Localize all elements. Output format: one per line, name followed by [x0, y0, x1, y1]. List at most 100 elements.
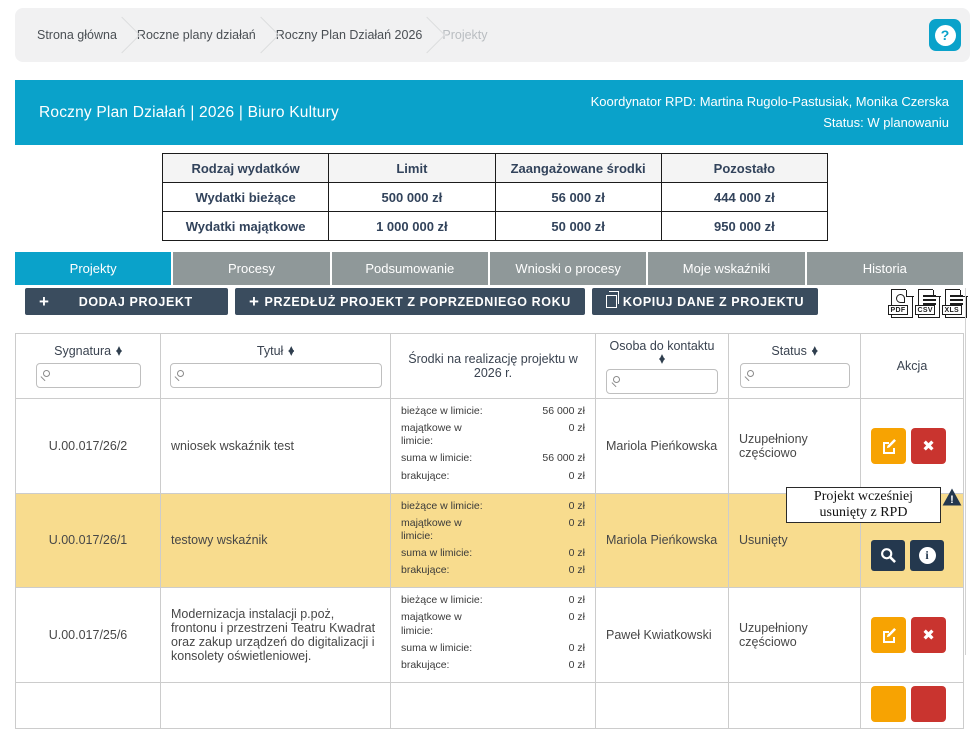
funds-value: 0 zł — [568, 611, 585, 624]
col-label-tytul: Tytuł — [256, 344, 284, 358]
info-button[interactable]: i — [910, 539, 944, 571]
cell-akcja: ✖ — [860, 587, 964, 683]
funds-value: 0 zł — [568, 547, 585, 559]
page-title: Roczny Plan Działań | 2026 | Biuro Kultu… — [39, 103, 339, 121]
plus-icon: + — [39, 292, 50, 311]
export-icons: PDF CSV XLS — [888, 288, 968, 318]
filter-osoba-input[interactable] — [606, 368, 718, 394]
col-header-status: Status ▲ ▼ — [728, 333, 861, 399]
plan-meta: Koordynator RPD: Martina Rugolo-Pastusia… — [591, 92, 949, 134]
col-header-sygnatura: Sygnatura ▲ ▼ — [15, 333, 161, 399]
export-csv-label: CSV — [915, 305, 936, 315]
delete-project-button[interactable]: ✖ — [911, 427, 946, 464]
col-label-akcja: Akcja — [896, 359, 928, 373]
export-xls-icon[interactable]: XLS — [942, 288, 968, 318]
table-lines-icon — [923, 295, 936, 306]
sort-icon[interactable]: ▲ ▼ — [659, 351, 665, 365]
filter-sygnatura-input[interactable] — [35, 363, 141, 388]
cell-akcja: ✖ — [860, 398, 964, 494]
cell-status: Uzupełniony częściowo — [728, 587, 861, 683]
funds-label: suma w limicie: — [401, 547, 473, 559]
coordinator-text: Koordynator RPD: Martina Rugolo-Pastusia… — [590, 93, 949, 109]
cell-tytul: Modernizacja instalacji p.poż, frontonu … — [160, 587, 391, 683]
summary-col-type: Rodzaj wydatków — [161, 153, 330, 183]
delete-project-button[interactable]: ✖ — [911, 617, 946, 654]
magnifier-icon — [880, 548, 896, 563]
tab-procesy[interactable]: Procesy — [173, 252, 330, 285]
tab-wnioski-o-procesy[interactable]: Wnioski o procesy — [489, 252, 647, 285]
breadcrumb-item-plan-2026[interactable]: Roczny Plan Działań 2026 — [275, 28, 423, 42]
help-button[interactable]: ? — [929, 19, 961, 51]
summary-cell: 1 000 000 zł — [328, 211, 496, 241]
sort-tytul[interactable]: Tytuł ▲ ▼ — [257, 344, 294, 358]
export-pdf-icon[interactable]: PDF — [888, 288, 914, 318]
project-row-2-deleted: U.00.017/26/1 testowy wskaźnik bieżące w… — [15, 492, 964, 589]
x-icon: ✖ — [922, 626, 935, 645]
extend-project-button[interactable]: + PRZEDŁUŻ PROJEKT Z POPRZEDNIEGO ROKU — [235, 288, 585, 315]
export-pdf-label: PDF — [888, 305, 908, 315]
pencil-square-icon — [882, 438, 896, 454]
warning-triangle-icon: ! — [942, 488, 962, 511]
sort-icon: ▲ ▼ — [116, 343, 122, 357]
funds-value: 0 zł — [568, 469, 585, 482]
cell-osoba: Mariola Pieńkowska — [595, 492, 729, 589]
col-label-osoba: Osoba do kontaktu — [609, 338, 715, 353]
sort-icon: ▲ ▼ — [288, 343, 295, 357]
funds-value: 0 zł — [568, 422, 585, 435]
edit-project-button[interactable] — [871, 617, 906, 654]
funds-label: majątkowe w limicie: — [401, 422, 462, 448]
cell-sygnatura — [15, 681, 161, 729]
projects-table-header-row: Sygnatura ▲ ▼ Tytuł ▲ ▼ — [15, 333, 964, 399]
funds-value: 0 zł — [568, 658, 585, 671]
sort-sygnatura[interactable]: Sygnatura ▲ ▼ — [54, 344, 122, 358]
cell-tytul — [160, 681, 391, 729]
copy-project-data-button[interactable]: KOPIUJ DANE Z PROJEKTU — [591, 288, 819, 315]
plus-icon: + — [249, 292, 260, 311]
view-project-button[interactable] — [871, 539, 905, 571]
cell-osoba: Mariola Pieńkowska — [595, 398, 729, 494]
project-row-3: U.00.017/25/6 Modernizacja instalacji p.… — [15, 587, 964, 683]
filter-tytul-input[interactable] — [169, 363, 382, 388]
funds-label: bieżące w limicie: — [401, 594, 483, 607]
cell-osoba: Paweł Kwiatkowski — [595, 587, 729, 683]
breadcrumb-item-home[interactable]: Strona główna — [37, 28, 117, 42]
tab-podsumowanie[interactable]: Podsumowanie — [331, 252, 488, 285]
funds-label: majątkowe w limicie: — [401, 516, 462, 542]
funds-value: 0 zł — [568, 641, 585, 654]
plan-header: Roczny Plan Działań | 2026 | Biuro Kultu… — [15, 80, 963, 145]
toolbar: + DODAJ PROJEKT + PRZEDŁUŻ PROJEKT Z POP… — [25, 288, 819, 315]
plan-status-text: Status: W planowaniu — [823, 114, 949, 130]
page-fold-icon — [959, 288, 968, 297]
summary-col-engaged: Zaangażowane środki — [494, 153, 662, 183]
sort-status[interactable]: Status ▲ ▼ — [771, 344, 817, 358]
export-csv-icon[interactable]: CSV — [915, 288, 941, 318]
tab-historia[interactable]: Historia — [806, 252, 963, 285]
delete-project-button[interactable] — [911, 685, 946, 722]
summary-cell: 50 000 zł — [494, 211, 662, 241]
funds-label: brakujące: — [401, 564, 450, 577]
pdf-curl-icon — [896, 294, 905, 303]
cell-srodki: bieżące w limicie: 56 000 zł majątkowe w … — [390, 398, 596, 494]
tab-projekty[interactable]: Projekty — [15, 252, 172, 285]
breadcrumb-item-annual-plans[interactable]: Roczne plany działań — [136, 28, 256, 42]
funds-label: suma w limicie: — [401, 452, 473, 465]
edit-project-button[interactable] — [871, 685, 906, 722]
funds-label: bieżące w limicie: — [401, 499, 483, 512]
tab-moje-wskazniki[interactable]: Moje wskaźniki — [648, 252, 805, 285]
funds-label: bieżące w limicie: — [401, 405, 483, 417]
extend-project-label: PRZEDŁUŻ PROJEKT Z POPRZEDNIEGO ROKU — [264, 294, 571, 309]
deleted-project-tooltip: Projekt wcześniej usunięty z RPD — [786, 487, 941, 524]
cell-akcja — [860, 681, 964, 729]
col-header-srodki: Środki na realizację projektu w 2026 r. — [390, 333, 596, 399]
cell-srodki: bieżące w limicie: 0 zł majątkowe w limic… — [390, 492, 596, 589]
col-label-srodki: Środki na realizację projektu w 2026 r. — [408, 352, 578, 380]
scrollbar-track-line — [965, 288, 966, 655]
project-row-1: U.00.017/26/2 wniosek wskaźnik test bież… — [15, 398, 964, 494]
add-project-button[interactable]: + DODAJ PROJEKT — [25, 288, 228, 315]
cell-osoba — [595, 681, 729, 729]
filter-status-input[interactable] — [739, 363, 850, 388]
edit-project-button[interactable] — [871, 427, 906, 464]
info-icon: i — [918, 546, 936, 564]
col-header-tytul: Tytuł ▲ ▼ — [160, 333, 391, 399]
table-lines-icon — [950, 295, 963, 306]
